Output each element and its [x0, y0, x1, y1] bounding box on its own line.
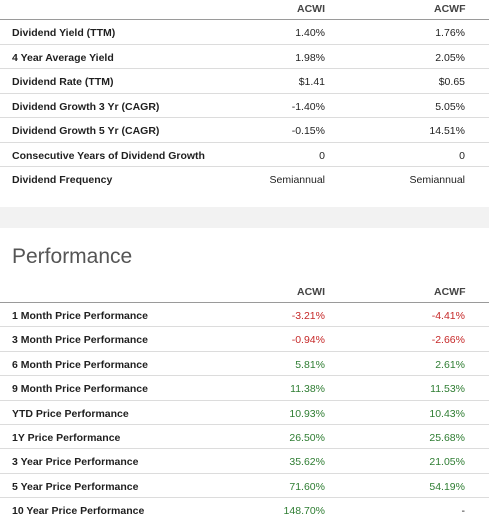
acwi-value: 5.81%	[295, 358, 325, 371]
table-row: 9 Month Price Performance 11.38% 11.53%	[0, 376, 489, 401]
acwi-value: 10.93%	[289, 407, 325, 420]
dividends-table: ACWI ACWF Dividend Yield (TTM) 1.40% 1.7…	[0, 0, 489, 192]
column-header-acwi[interactable]: ACWI	[297, 286, 325, 298]
acwf-value: 11.53%	[430, 383, 465, 396]
acwi-value: -3.21%	[291, 310, 325, 322]
row-label: 10 Year Price Performance	[12, 505, 145, 518]
acwf-value: 0	[459, 149, 465, 162]
row-label: Dividend Yield (TTM)	[12, 27, 116, 39]
dividends-header-row: ACWI ACWF	[0, 0, 489, 20]
table-row: 1 Month Price Performance -3.21% -4.41%	[0, 303, 489, 328]
row-label: 1 Month Price Performance	[12, 310, 148, 322]
acwf-value: 1.76%	[435, 27, 465, 39]
column-header-acwf[interactable]: ACWF	[434, 3, 466, 15]
table-row: Dividend Frequency Semiannual Semiannual	[0, 167, 489, 192]
table-row: 4 Year Average Yield 1.98% 2.05%	[0, 45, 489, 69]
acwi-value: -0.94%	[291, 334, 325, 347]
acwi-value: 11.38%	[290, 383, 325, 396]
acwi-value: -0.15%	[291, 125, 325, 137]
column-header-acwf[interactable]: ACWF	[434, 286, 466, 298]
row-label: 3 Year Price Performance	[12, 456, 139, 469]
acwf-value: -4.41%	[431, 310, 465, 322]
table-row: 3 Month Price Performance -0.94% -2.66%	[0, 327, 489, 352]
column-header-acwi[interactable]: ACWI	[297, 3, 325, 15]
acwi-value: -1.40%	[291, 100, 325, 113]
acwi-value: 0	[319, 149, 325, 162]
performance-section-title: Performance	[12, 245, 133, 268]
acwf-value: 2.61%	[435, 358, 465, 371]
performance-table: ACWI ACWF 1 Month Price Performance -3.2…	[0, 283, 489, 523]
row-label: YTD Price Performance	[12, 407, 129, 420]
acwi-value: Semiannual	[269, 174, 325, 186]
acwf-value: 25.68%	[429, 431, 465, 444]
table-row: 3 Year Price Performance 35.62% 21.05%	[0, 449, 489, 474]
acwi-value: 71.60%	[289, 480, 325, 493]
acwf-value: Semiannual	[409, 174, 465, 186]
row-label: 6 Month Price Performance	[12, 358, 148, 371]
row-label: 5 Year Price Performance	[12, 480, 139, 493]
performance-header-row: ACWI ACWF	[0, 283, 489, 303]
table-row: 5 Year Price Performance 71.60% 54.19%	[0, 474, 489, 499]
acwi-value: 1.98%	[295, 51, 325, 64]
table-row: 6 Month Price Performance 5.81% 2.61%	[0, 352, 489, 377]
acwi-value: 148.70%	[283, 505, 325, 518]
row-label: 9 Month Price Performance	[12, 383, 148, 396]
acwf-value: 10.43%	[429, 407, 465, 420]
row-label: 4 Year Average Yield	[12, 51, 114, 64]
row-label: Dividend Growth 5 Yr (CAGR)	[12, 125, 160, 137]
acwi-value: 26.50%	[289, 431, 325, 444]
acwf-value: -	[461, 505, 466, 518]
row-label: Dividend Growth 3 Yr (CAGR)	[12, 100, 160, 113]
section-divider-band	[0, 207, 489, 228]
table-row: Dividend Rate (TTM) $1.41 $0.65	[0, 69, 489, 94]
acwi-value: 1.40%	[295, 27, 325, 39]
table-row: 1Y Price Performance 26.50% 25.68%	[0, 425, 489, 450]
table-row: Consecutive Years of Dividend Growth 0 0	[0, 143, 489, 167]
acwf-value: 21.05%	[429, 456, 465, 469]
acwf-value: -2.66%	[431, 334, 465, 347]
acwi-value: $1.41	[298, 76, 325, 88]
table-row: Dividend Yield (TTM) 1.40% 1.76%	[0, 20, 489, 45]
acwf-value: $0.65	[438, 76, 465, 88]
acwf-value: 14.51%	[429, 125, 465, 137]
row-label: Dividend Frequency	[12, 174, 113, 186]
table-row: Dividend Growth 3 Yr (CAGR) -1.40% 5.05%	[0, 94, 489, 118]
acwf-value: 54.19%	[429, 480, 465, 493]
row-label: Dividend Rate (TTM)	[12, 76, 114, 88]
acwi-value: 35.62%	[289, 456, 325, 469]
row-label: 1Y Price Performance	[12, 431, 121, 444]
table-row: 10 Year Price Performance 148.70% -	[0, 498, 489, 522]
row-label: 3 Month Price Performance	[12, 334, 148, 347]
acwf-value: 2.05%	[435, 51, 465, 64]
acwf-value: 5.05%	[435, 100, 465, 113]
row-label: Consecutive Years of Dividend Growth	[12, 149, 205, 162]
table-row: Dividend Growth 5 Yr (CAGR) -0.15% 14.51…	[0, 118, 489, 143]
table-row: YTD Price Performance 10.93% 10.43%	[0, 401, 489, 425]
